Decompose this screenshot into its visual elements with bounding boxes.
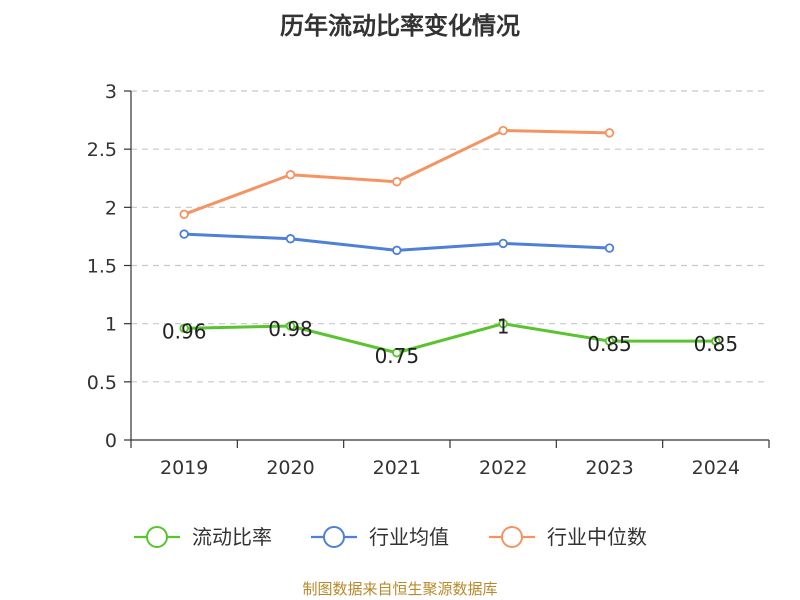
series xyxy=(179,125,721,358)
legend[interactable]: 流动比率 行业均值 行业中位数 xyxy=(134,525,647,549)
data-label: 0.75 xyxy=(375,344,420,368)
x-tick-label: 2020 xyxy=(266,457,314,479)
data-point xyxy=(285,170,296,180)
data-point xyxy=(604,336,615,346)
data-label: 0.96 xyxy=(162,319,207,343)
data-point xyxy=(498,125,508,136)
x-tick-label: 2023 xyxy=(585,457,633,479)
legend-label: 行业中位数 xyxy=(547,525,647,549)
series-line xyxy=(183,129,610,216)
x-tick-label: 2019 xyxy=(160,457,208,479)
y-tick-label: 2.5 xyxy=(87,139,117,161)
data-point xyxy=(498,318,508,329)
y-tick-label: 1 xyxy=(105,314,117,336)
legend-label: 行业均值 xyxy=(369,525,449,549)
source-note: 制图数据来自恒生聚源数据库 xyxy=(302,580,498,598)
legend-label: 流动比率 xyxy=(192,525,272,549)
chart-title: 历年流动比率变化情况 xyxy=(280,12,520,40)
data-point xyxy=(179,209,189,220)
legend-marker xyxy=(501,526,523,548)
data-labels: 0.96 0.98 0.75 1 0.85 0.85 xyxy=(162,315,738,368)
y-tick-label: 0 xyxy=(105,430,117,452)
data-label: 0.85 xyxy=(694,332,739,356)
y-tick-label: 3 xyxy=(105,81,117,103)
data-point xyxy=(498,238,508,249)
y-tick-label: 2 xyxy=(105,197,117,219)
data-point xyxy=(179,323,189,334)
x-tick-label: 2022 xyxy=(479,457,527,479)
x-tick-label: 2021 xyxy=(373,457,421,479)
axes: 0 0.5 1 1.5 2 2.5 3 2019 2020 2021 2022 2023 2024 xyxy=(87,81,770,479)
data-point xyxy=(392,245,402,256)
data-point xyxy=(285,234,296,244)
legend-marker xyxy=(323,526,345,548)
data-point xyxy=(604,128,615,138)
data-label: 0.85 xyxy=(587,332,632,356)
data-point xyxy=(392,177,402,187)
data-label: 0.98 xyxy=(268,317,313,341)
data-point xyxy=(392,348,402,358)
x-tick-label: 2024 xyxy=(692,457,740,479)
data-point xyxy=(285,321,296,331)
data-point xyxy=(604,243,615,253)
data-point xyxy=(179,229,189,239)
y-tick-label: 1.5 xyxy=(87,256,117,278)
y-tick-label: 0.5 xyxy=(87,372,117,394)
legend-marker xyxy=(146,526,168,548)
data-label: 1 xyxy=(497,315,510,339)
grid-lines xyxy=(131,90,769,383)
series-line xyxy=(184,322,716,355)
data-point xyxy=(711,336,721,346)
